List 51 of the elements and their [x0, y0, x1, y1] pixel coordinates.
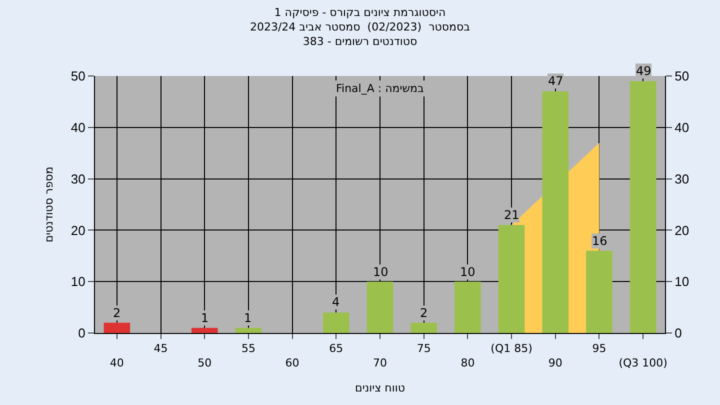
x-tick-label: 55 [241, 342, 256, 356]
y-tick-label: 40 [70, 120, 86, 135]
x-tick-label: 95 [592, 342, 606, 356]
x-axis-title: טווח ציונים [355, 382, 405, 395]
x-tick-label: 50 [198, 356, 212, 370]
bar [498, 225, 525, 333]
bar [104, 322, 130, 333]
x-tick-label: 45 [154, 342, 168, 356]
data-label: 49 [636, 64, 652, 78]
x-tick-label: 80 [460, 356, 475, 370]
bar [542, 91, 569, 333]
data-label: 2 [420, 306, 428, 320]
bar [454, 282, 481, 333]
data-label: 10 [460, 265, 476, 279]
bar [630, 81, 656, 333]
y2-tick-label: 10 [674, 274, 690, 290]
y-axis-title: מספר סטודנטים [42, 166, 56, 242]
annotation: Final_A : במשימה [336, 82, 424, 95]
y-tick-label: 30 [70, 171, 86, 186]
y2-tick-label: 40 [674, 120, 690, 135]
bar [410, 322, 437, 333]
y2-tick-label: 50 [674, 68, 690, 84]
data-label: 21 [504, 208, 520, 222]
x-tick-label: 65 [329, 342, 344, 356]
data-label: 1 [244, 311, 252, 325]
bar [366, 282, 394, 333]
y-tick-label: 20 [70, 222, 86, 238]
x-tick-label: 90 [548, 356, 562, 370]
y-tick-label: 0 [78, 326, 86, 341]
y-tick-label: 50 [70, 68, 86, 84]
x-tick-label: 70 [373, 356, 387, 370]
bar [191, 328, 218, 333]
data-label: 1 [201, 311, 209, 325]
bar [586, 250, 612, 333]
y2-tick-label: 30 [674, 171, 690, 186]
x-tick-label: (Q1 85) [490, 342, 532, 356]
data-label: 2 [113, 306, 121, 320]
data-label: 47 [548, 74, 564, 88]
y2-tick-label: 0 [674, 326, 682, 341]
data-label: 10 [373, 265, 388, 279]
y2-tick-label: 20 [674, 222, 690, 238]
x-tick-label: 75 [416, 342, 431, 356]
x-tick-label: 60 [285, 356, 300, 370]
chart-title: היסטוגרמת ציונים בקורס - פיסיקה 1 בסמסטר (02/2023) סמסטר אביב 2023/24 סטודנטים רשומים - 383 [250, 6, 470, 48]
data-label: 4 [332, 295, 340, 309]
data-label: 16 [592, 234, 608, 248]
x-tick-label: 40 [110, 356, 124, 370]
y-tick-label: 10 [70, 274, 86, 290]
x-tick-label: (Q3 100) [618, 356, 668, 370]
bar [235, 328, 262, 333]
bar [323, 312, 350, 333]
